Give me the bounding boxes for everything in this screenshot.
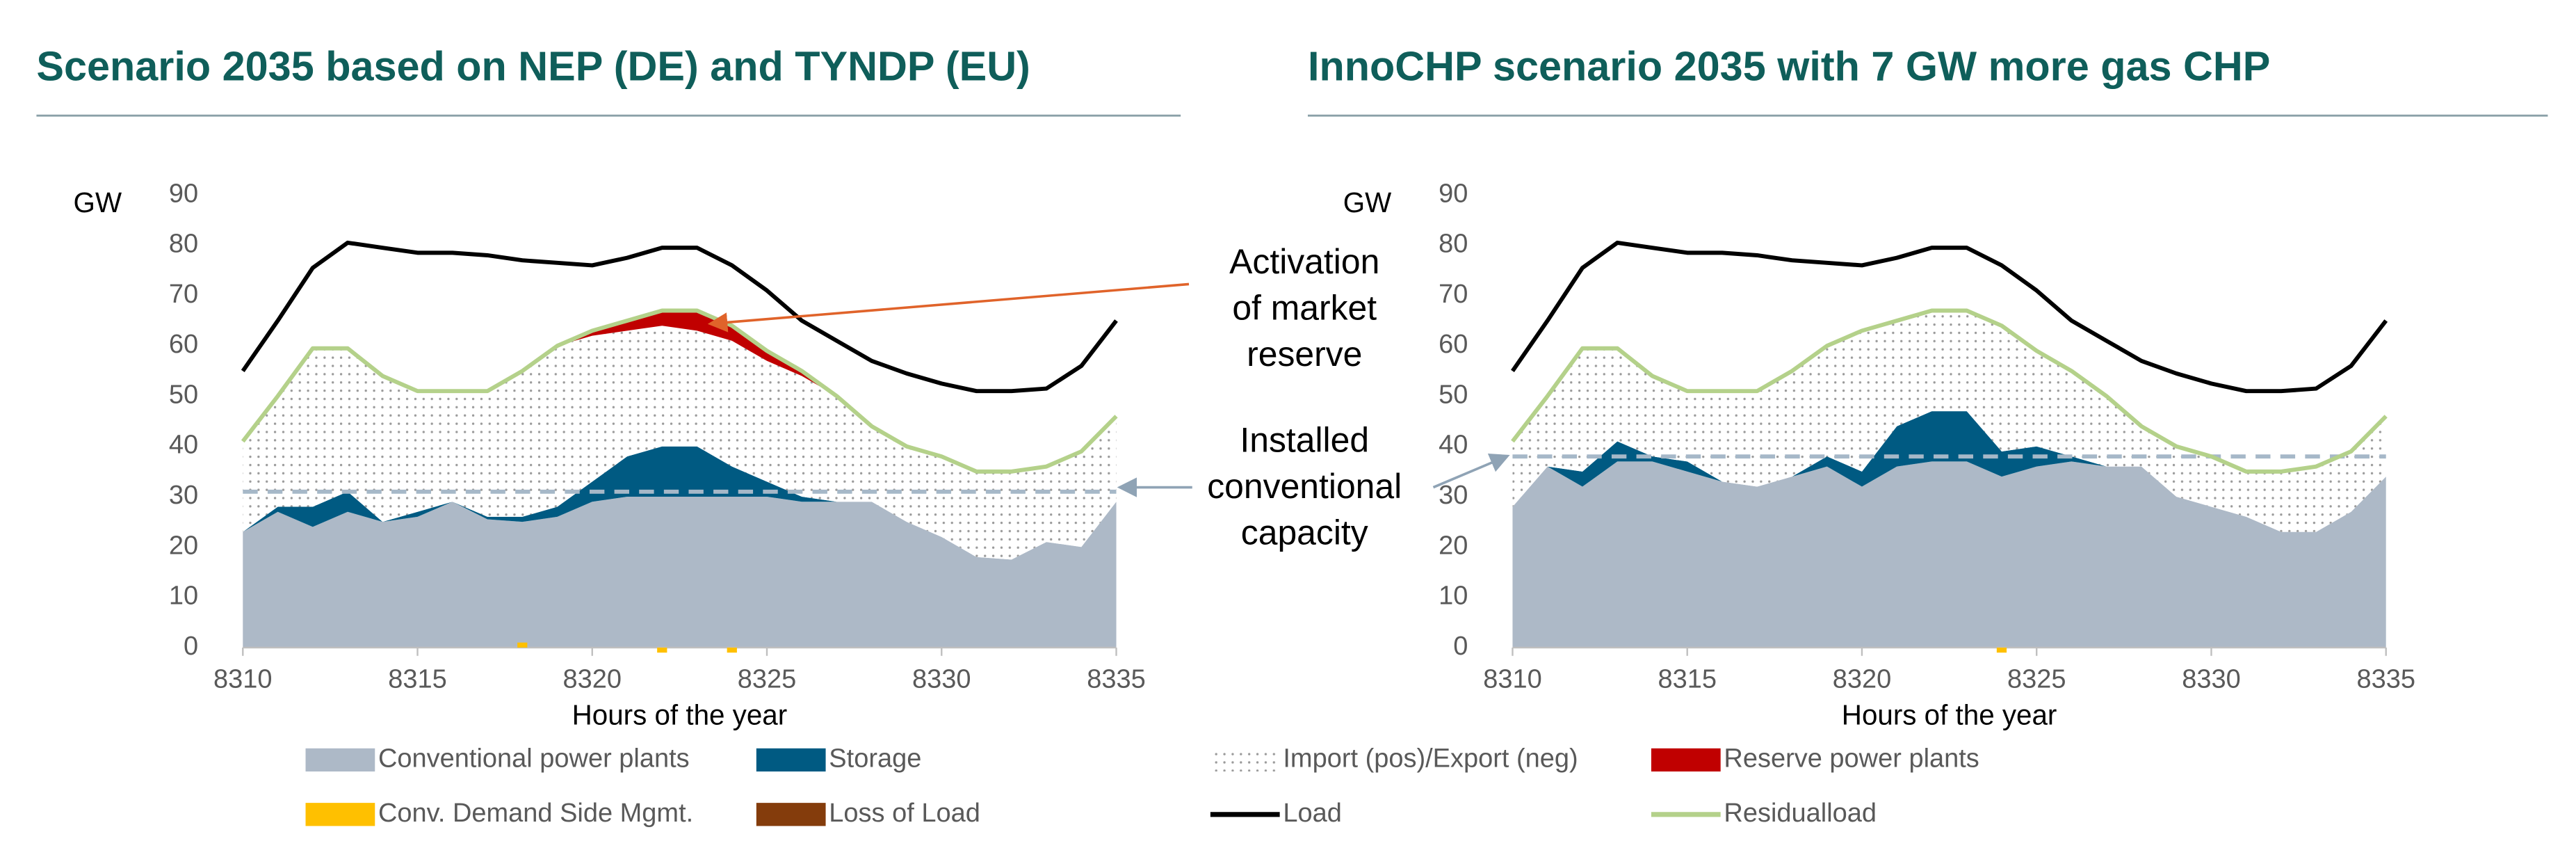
y-tick-label: 60	[1439, 330, 1468, 359]
line	[241, 240, 1118, 394]
y-tick-label: 0	[1453, 632, 1468, 661]
annotation: Installed	[1240, 421, 1369, 460]
area	[1512, 411, 2386, 532]
x-tick-label: 8315	[388, 664, 447, 694]
x-axis-label: Hours of the year	[572, 698, 788, 730]
x-tick-label: 8325	[738, 664, 797, 694]
y-tick-label: 50	[169, 380, 198, 409]
y-tick-label: 20	[1439, 531, 1468, 560]
annotation: conventional	[1207, 467, 1402, 506]
x-tick-label: 8325	[2007, 664, 2066, 694]
legend-label: Reserve power plants	[1724, 744, 1979, 773]
x-tick-label: 8330	[2182, 664, 2241, 694]
legend-swatch	[305, 803, 375, 826]
legend-label: Load	[1283, 799, 1342, 828]
legend-swatch	[1651, 748, 1721, 772]
y-tick-label: 10	[169, 582, 198, 611]
y-axis-label: GW	[1343, 186, 1392, 218]
legend: Conventional power plants Storage Import (…	[305, 744, 1979, 828]
y-axis-label: GW	[74, 186, 122, 218]
legend-label: Residualload	[1724, 799, 1877, 828]
legend-swatch	[305, 748, 375, 772]
y-tick-label: 80	[169, 230, 198, 259]
charts: Scenario 2035 based on NEP (DE) and TYND…	[36, 42, 2548, 828]
y-tick-label: 40	[169, 431, 198, 460]
x-tick-label: 8335	[2356, 664, 2415, 694]
y-tick-label: 60	[169, 330, 198, 359]
area	[243, 497, 1117, 648]
y-tick-label: 20	[169, 531, 198, 560]
x-axis-label: Hours of the year	[1842, 698, 2057, 730]
y-tick-label: 10	[1439, 582, 1468, 611]
capacity-arrow-right	[1432, 454, 1510, 489]
legend-swatch	[1210, 748, 1280, 772]
area	[1512, 310, 2386, 532]
chart: Scenario 2035 based on NEP (DE) and TYND…	[36, 42, 1181, 730]
y-tick-label: 90	[169, 179, 198, 208]
bar	[517, 642, 528, 648]
legend-label: Import (pos)/Export (neg)	[1283, 744, 1578, 773]
chart: InnoCHP scenario 2035 with 7 GW more gas…	[1307, 42, 2548, 730]
x-tick-label: 8310	[1483, 664, 1542, 694]
x-tick-label: 8320	[563, 664, 622, 694]
x-tick-label: 8335	[1087, 664, 1146, 694]
area	[243, 326, 1117, 560]
legend-label: Storage	[829, 744, 921, 773]
legend-swatch	[756, 748, 826, 772]
bar	[1996, 647, 2007, 653]
annotation: reserve	[1247, 335, 1362, 374]
area	[243, 446, 1117, 560]
y-tick-label: 90	[1439, 179, 1468, 208]
x-tick-label: 8310	[213, 664, 273, 694]
area	[1512, 461, 2386, 648]
annotation: Activation	[1229, 242, 1379, 281]
annotation: capacity	[1241, 513, 1368, 552]
y-tick-label: 70	[169, 280, 198, 309]
legend-label: Conv. Demand Side Mgmt.	[378, 799, 693, 828]
reserve-arrow	[707, 282, 1190, 333]
line	[241, 308, 1118, 474]
line	[1511, 240, 2388, 394]
y-tick-label: 30	[1439, 481, 1468, 510]
y-tick-label: 80	[1439, 230, 1468, 259]
x-tick-label: 8320	[1833, 664, 1892, 694]
legend-label: Conventional power plants	[378, 744, 690, 773]
legend-swatch	[756, 803, 826, 826]
line	[1511, 308, 2388, 474]
bar	[657, 647, 667, 653]
chart-title: InnoCHP scenario 2035 with 7 GW more gas…	[1308, 42, 2270, 89]
y-tick-label: 0	[184, 632, 198, 661]
chart-title: Scenario 2035 based on NEP (DE) and TYND…	[36, 42, 1030, 89]
legend-label: Loss of Load	[829, 799, 980, 828]
y-tick-label: 40	[1439, 431, 1468, 460]
y-tick-label: 50	[1439, 380, 1468, 409]
y-tick-label: 70	[1439, 280, 1468, 309]
x-tick-label: 8315	[1658, 664, 1717, 694]
x-tick-label: 8330	[912, 664, 971, 694]
bar	[727, 647, 737, 653]
y-tick-label: 30	[169, 481, 198, 510]
annotation: of market	[1232, 289, 1377, 328]
